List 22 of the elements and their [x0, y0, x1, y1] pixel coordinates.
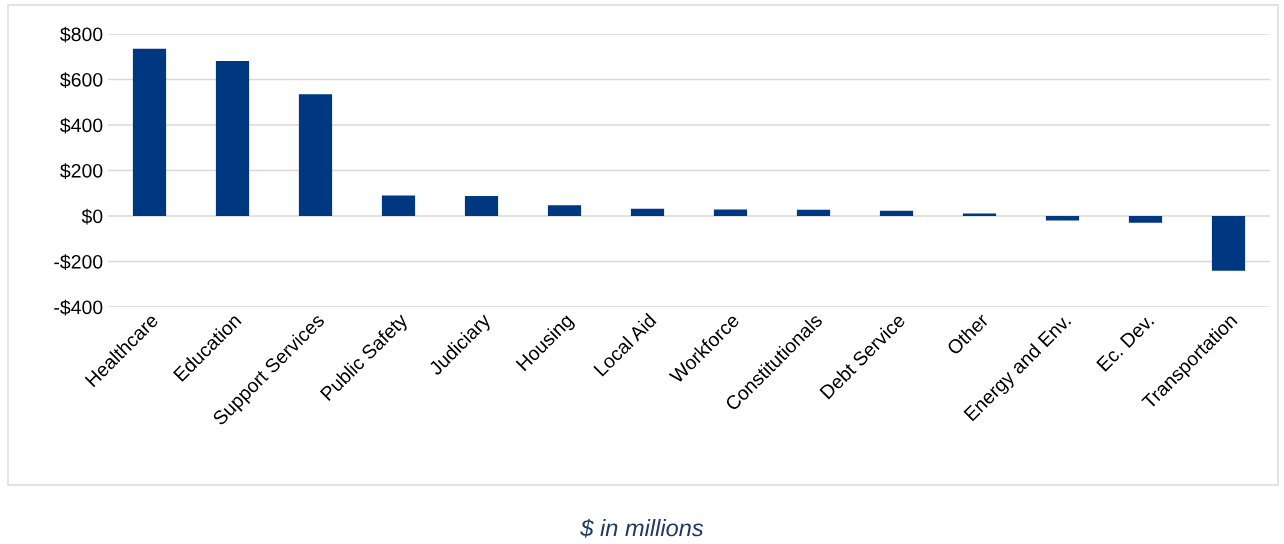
y-tick-label: $0 [81, 208, 103, 225]
bar [962, 213, 997, 216]
y-tick-label: -$200 [54, 254, 103, 270]
bar [298, 94, 333, 216]
bar [464, 195, 499, 216]
y-tick-label: $200 [60, 163, 103, 179]
x-axis-title: $ in millions [580, 518, 704, 538]
bar [547, 205, 582, 216]
y-tick-label: -$400 [54, 299, 103, 316]
y-tick-label: $400 [60, 117, 103, 134]
bar [1045, 216, 1080, 221]
bar [132, 48, 167, 216]
bar [713, 209, 748, 216]
bar [879, 210, 914, 216]
bar [1211, 216, 1246, 271]
bar [796, 209, 831, 216]
bar [1128, 216, 1163, 223]
y-tick-label: $600 [60, 72, 103, 88]
bar [630, 208, 665, 216]
bar [381, 195, 416, 216]
y-tick-label: $800 [60, 26, 103, 43]
bar [215, 61, 250, 216]
